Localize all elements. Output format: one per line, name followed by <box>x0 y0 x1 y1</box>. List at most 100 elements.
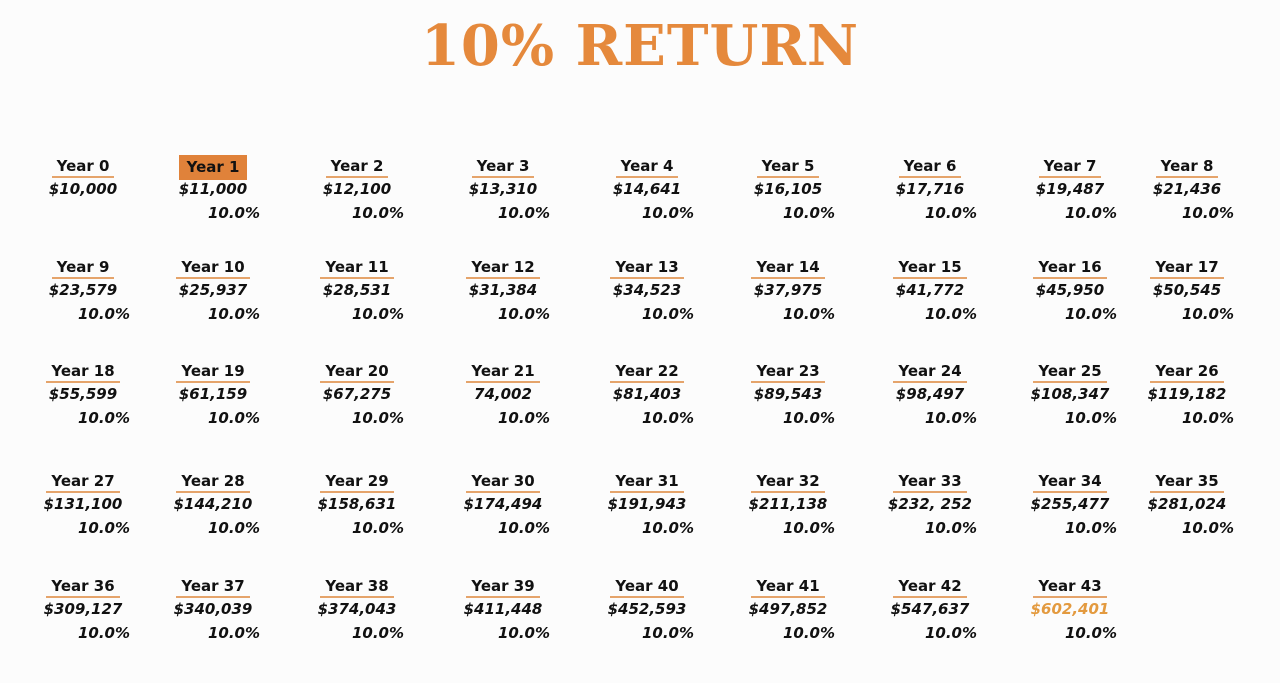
year-cell: Year 38 $374,043 10.0% <box>302 575 412 655</box>
return-percent: 10.0% <box>497 519 550 537</box>
year-label: Year 5 <box>733 155 843 178</box>
return-percent: 10.0% <box>77 409 130 427</box>
return-percent: 10.0% <box>1181 409 1234 427</box>
year-label-text: Year 1 <box>178 155 248 180</box>
year-cell: Year 21 74,002 10.0% <box>448 360 558 440</box>
year-cell: Year 24 $98,497 10.0% <box>875 360 985 440</box>
year-cell: Year 31 $191,943 10.0% <box>592 470 702 550</box>
year-label-text: Year 29 <box>320 471 394 493</box>
year-cell: Year 41 $497,852 10.0% <box>733 575 843 655</box>
year-label: Year 32 <box>733 470 843 493</box>
year-label-text: Year 2 <box>325 156 389 178</box>
year-label-text: Year 33 <box>893 471 967 493</box>
balance-amount: $67,275 <box>322 385 392 403</box>
return-percent: 10.0% <box>641 519 694 537</box>
year-cell: Year 3 $13,310 10.0% <box>448 155 558 235</box>
year-cell: Year 19 $61,159 10.0% <box>158 360 268 440</box>
year-cell: Year 43 $602,401 10.0% <box>1015 575 1125 655</box>
return-percent: 10.0% <box>207 305 260 323</box>
return-percent: 10.0% <box>924 305 977 323</box>
return-percent: 10.0% <box>1064 519 1117 537</box>
return-percent: 10.0% <box>207 519 260 537</box>
year-label-text: Year 27 <box>46 471 120 493</box>
year-cell: Year 40 $452,593 10.0% <box>592 575 702 655</box>
balance-amount: $23,579 <box>48 281 118 299</box>
balance-amount: $10,000 <box>48 180 118 198</box>
year-cell: Year 25 $108,347 10.0% <box>1015 360 1125 440</box>
balance-amount: $28,531 <box>322 281 392 299</box>
year-label: Year 35 <box>1132 470 1242 493</box>
year-cell: Year 7 $19,487 10.0% <box>1015 155 1125 235</box>
year-label-text: Year 30 <box>466 471 540 493</box>
year-label: Year 12 <box>448 256 558 279</box>
year-label: Year 26 <box>1132 360 1242 383</box>
year-cell: Year 34 $255,477 10.0% <box>1015 470 1125 550</box>
balance-amount: 74,002 <box>474 385 532 403</box>
year-cell: Year 27 $131,100 10.0% <box>28 470 138 550</box>
return-percent: 10.0% <box>497 305 550 323</box>
return-percent: 10.0% <box>1181 305 1234 323</box>
year-label-text: Year 18 <box>46 361 120 383</box>
year-label: Year 21 <box>448 360 558 383</box>
year-cell: Year 30 $174,494 10.0% <box>448 470 558 550</box>
balance-amount: $158,631 <box>317 495 397 513</box>
year-label-text: Year 24 <box>893 361 967 383</box>
year-cell: Year 10 $25,937 10.0% <box>158 256 268 336</box>
year-cell: Year 32 $211,138 10.0% <box>733 470 843 550</box>
year-cell: Year 11 $28,531 10.0% <box>302 256 412 336</box>
year-cell: Year 8 $21,436 10.0% <box>1132 155 1242 235</box>
year-label: Year 16 <box>1015 256 1125 279</box>
year-cell: Year 42 $547,637 10.0% <box>875 575 985 655</box>
year-label: Year 42 <box>875 575 985 598</box>
year-label: Year 43 <box>1015 575 1125 598</box>
year-label: Year 7 <box>1015 155 1125 178</box>
year-label: Year 2 <box>302 155 412 178</box>
balance-amount: $19,487 <box>1035 180 1105 198</box>
year-cell: Year 16 $45,950 10.0% <box>1015 256 1125 336</box>
balance-amount: $108,347 <box>1030 385 1110 403</box>
year-label-text: Year 40 <box>610 576 684 598</box>
return-percent: 10.0% <box>207 409 260 427</box>
return-percent: 10.0% <box>1064 204 1117 222</box>
year-label: Year 20 <box>302 360 412 383</box>
return-percent: 10.0% <box>1181 519 1234 537</box>
year-cell: Year 37 $340,039 10.0% <box>158 575 268 655</box>
balance-amount: $131,100 <box>43 495 123 513</box>
balance-amount: $98,497 <box>895 385 965 403</box>
year-label: Year 9 <box>28 256 138 279</box>
year-label: Year 39 <box>448 575 558 598</box>
balance-amount: $50,545 <box>1152 281 1222 299</box>
year-label-text: Year 19 <box>176 361 250 383</box>
year-label: Year 28 <box>158 470 268 493</box>
return-percent: 10.0% <box>924 519 977 537</box>
year-label: Year 11 <box>302 256 412 279</box>
year-cell: Year 12 $31,384 10.0% <box>448 256 558 336</box>
year-cell: Year 9 $23,579 10.0% <box>28 256 138 336</box>
balance-amount: $211,138 <box>748 495 828 513</box>
return-percent: 10.0% <box>641 204 694 222</box>
return-percent: 10.0% <box>641 624 694 642</box>
year-label: Year 27 <box>28 470 138 493</box>
year-cell: Year 2 $12,100 10.0% <box>302 155 412 235</box>
balance-amount: $497,852 <box>748 600 828 618</box>
year-label-text: Year 5 <box>756 156 820 178</box>
balance-amount: $309,127 <box>43 600 123 618</box>
balance-amount: $12,100 <box>322 180 392 198</box>
balance-amount: $37,975 <box>753 281 823 299</box>
return-percent: 10.0% <box>1064 305 1117 323</box>
year-label-text: Year 43 <box>1033 576 1107 598</box>
return-percent: 10.0% <box>77 624 130 642</box>
year-label: Year 14 <box>733 256 843 279</box>
return-percent: 10.0% <box>351 624 404 642</box>
balance-amount: $144,210 <box>173 495 253 513</box>
year-label-text: Year 38 <box>320 576 394 598</box>
year-label-text: Year 23 <box>751 361 825 383</box>
year-label-text: Year 36 <box>46 576 120 598</box>
balance-amount: $17,716 <box>895 180 965 198</box>
year-label: Year 19 <box>158 360 268 383</box>
page-title: 10% RETURN <box>420 13 860 79</box>
year-label: Year 8 <box>1132 155 1242 178</box>
year-label: Year 33 <box>875 470 985 493</box>
balance-amount: $119,182 <box>1147 385 1227 403</box>
balance-amount: $14,641 <box>612 180 682 198</box>
